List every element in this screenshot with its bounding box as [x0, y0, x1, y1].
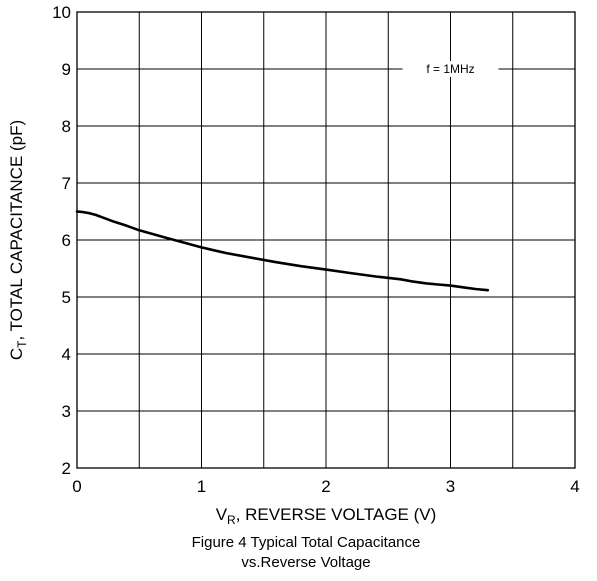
y-tick-labels: 2 3 4 5 6 7 8 9 10 [52, 3, 71, 478]
figure-caption-line-1: Figure 4 Typical Total Capacitance [192, 534, 421, 551]
y-axis-label-text: , TOTAL CAPACITANCE (pF) [7, 120, 26, 341]
figure-caption-line-2: vs.Reverse Voltage [241, 554, 370, 571]
x-axis-label-subscript: R [227, 513, 236, 527]
y-axis-label-subscript: T [15, 340, 29, 348]
x-tick-labels: 0 1 2 3 4 [72, 477, 579, 496]
frequency-note: f = 1MHz [426, 62, 474, 76]
x-tick-label: 0 [72, 477, 81, 496]
y-tick-label: 6 [62, 231, 71, 250]
frequency-note-background [402, 61, 499, 77]
y-tick-label: 10 [52, 3, 71, 22]
y-tick-label: 5 [62, 288, 71, 307]
y-tick-label: 9 [62, 60, 71, 79]
y-tick-label: 8 [62, 117, 71, 136]
x-tick-label: 3 [446, 477, 455, 496]
x-tick-label: 1 [197, 477, 206, 496]
y-tick-label: 7 [62, 174, 71, 193]
y-axis-label: CT, TOTAL CAPACITANCE (pF) [7, 120, 29, 360]
grid-lines [77, 12, 575, 468]
y-tick-label: 2 [62, 459, 71, 478]
x-tick-label: 4 [570, 477, 579, 496]
plot-frame [76, 11, 576, 469]
x-tick-label: 2 [321, 477, 330, 496]
x-axis-label-text: , REVERSE VOLTAGE (V) [236, 505, 437, 524]
y-axis-label-symbol: C [7, 348, 26, 360]
y-tick-label: 3 [62, 402, 71, 421]
x-axis-label-symbol: V [216, 505, 228, 524]
y-tick-label: 4 [62, 345, 71, 364]
x-axis-label: VR, REVERSE VOLTAGE (V) [216, 505, 437, 527]
capacitance-curve [75, 210, 490, 292]
